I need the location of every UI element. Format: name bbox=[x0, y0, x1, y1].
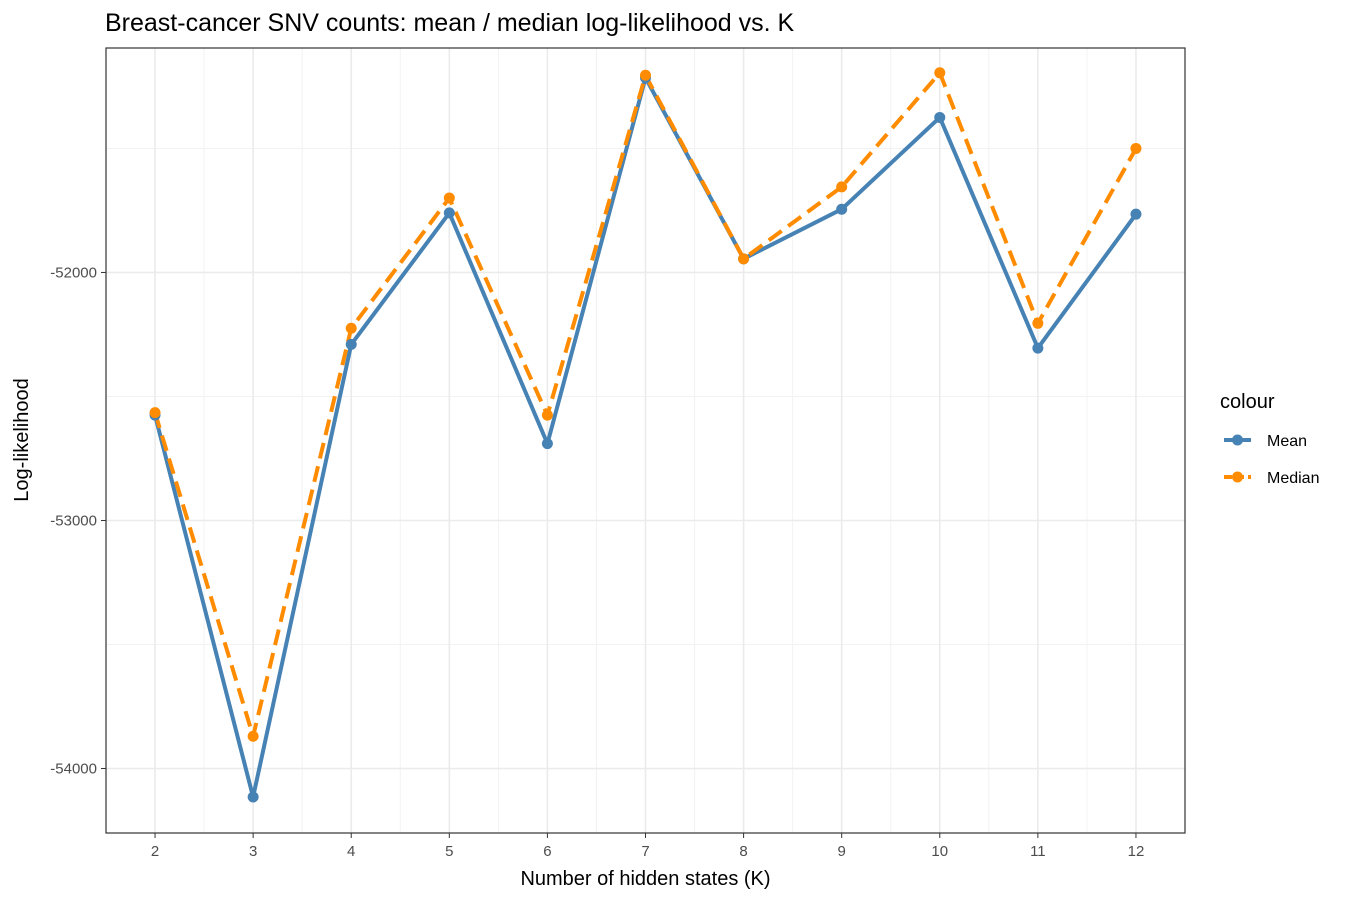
data-point-mean bbox=[345, 338, 357, 350]
x-tick-label: 4 bbox=[347, 843, 355, 860]
data-point-median bbox=[345, 322, 357, 334]
x-tick-label: 3 bbox=[249, 843, 257, 860]
x-tick-label: 8 bbox=[739, 843, 747, 860]
x-axis: 2 3 4 5 6 7 8 9 10 11 12 bbox=[151, 833, 1144, 860]
data-point-mean bbox=[1032, 342, 1044, 354]
data-point-median bbox=[738, 253, 750, 265]
data-point-mean bbox=[247, 791, 259, 803]
legend-label-mean: Mean bbox=[1267, 433, 1307, 450]
y-axis-title: Log-likelihood bbox=[11, 378, 33, 501]
x-tick-label: 2 bbox=[151, 843, 159, 860]
y-tick-label: -52000 bbox=[50, 264, 97, 281]
data-point-median bbox=[1032, 317, 1044, 329]
legend-title: colour bbox=[1220, 391, 1275, 413]
data-point-median bbox=[443, 192, 455, 204]
x-axis-title: Number of hidden states (K) bbox=[520, 868, 770, 890]
y-axis: -52000 -53000 -54000 bbox=[50, 264, 106, 778]
x-tick-label: 7 bbox=[641, 843, 649, 860]
y-tick-label: -53000 bbox=[50, 512, 97, 529]
x-tick-label: 11 bbox=[1030, 843, 1046, 860]
data-point-mean bbox=[836, 203, 848, 215]
x-tick-label: 6 bbox=[543, 843, 551, 860]
series-layer bbox=[149, 67, 1142, 803]
data-point-median bbox=[1130, 142, 1142, 154]
x-tick-label: 5 bbox=[445, 843, 453, 860]
legend: colour Mean Median bbox=[1220, 391, 1319, 487]
y-tick-label: -54000 bbox=[50, 761, 97, 778]
x-tick-label: 10 bbox=[931, 843, 948, 860]
legend-key-point-mean bbox=[1232, 434, 1243, 446]
data-point-mean bbox=[541, 438, 553, 450]
data-point-mean bbox=[934, 111, 946, 123]
legend-key-point-median bbox=[1232, 471, 1243, 483]
data-point-median bbox=[247, 730, 259, 742]
legend-items: Mean Median bbox=[1224, 433, 1319, 487]
data-point-median bbox=[149, 407, 161, 419]
data-point-median bbox=[836, 181, 848, 193]
chart-title: Breast-cancer SNV counts: mean / median … bbox=[105, 9, 795, 37]
legend-label-median: Median bbox=[1267, 470, 1319, 487]
grid bbox=[106, 48, 1185, 833]
data-point-median bbox=[934, 67, 946, 79]
data-point-mean bbox=[1130, 208, 1142, 220]
data-point-median bbox=[640, 69, 651, 81]
x-tick-label: 9 bbox=[838, 843, 846, 860]
x-tick-label: 12 bbox=[1128, 843, 1145, 860]
data-point-mean bbox=[443, 207, 455, 219]
data-point-median bbox=[541, 409, 553, 421]
plot-area bbox=[105, 47, 1186, 834]
